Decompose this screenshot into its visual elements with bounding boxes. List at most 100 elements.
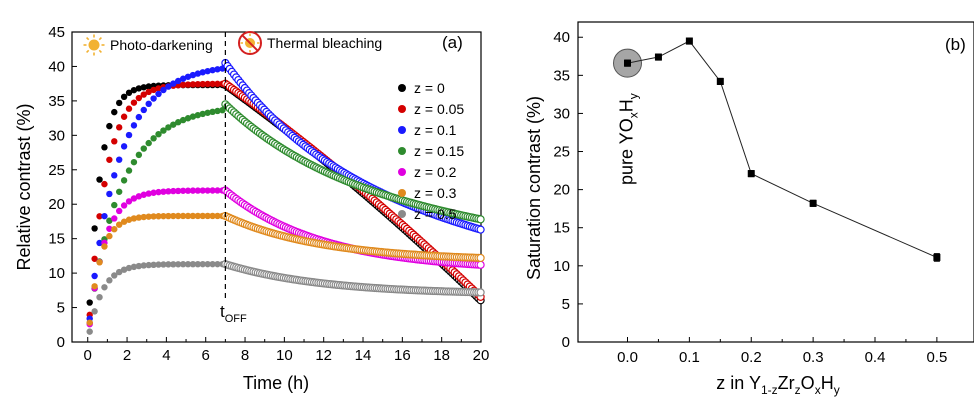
- y-tick-label: 20: [48, 196, 65, 213]
- series-z0.5: [86, 260, 485, 335]
- data-point: [809, 199, 817, 207]
- data-point: [155, 213, 162, 220]
- data-point: [91, 272, 98, 280]
- data-point: [476, 215, 485, 224]
- data-point: [204, 260, 211, 268]
- data-point: [194, 111, 202, 119]
- data-point: [145, 190, 152, 197]
- series-z0.15: [86, 100, 485, 327]
- data-point: [130, 86, 138, 94]
- data-point: [135, 262, 143, 270]
- data-point: [130, 215, 138, 222]
- data-point: [204, 187, 211, 194]
- data-point: [120, 202, 128, 209]
- data-point: [125, 264, 133, 272]
- data-point: [194, 212, 202, 220]
- panel-b-y-axis-title: Saturation contrast (%): [524, 96, 544, 280]
- data-point: [130, 195, 138, 202]
- data-point: [174, 261, 182, 268]
- data-point: [111, 138, 118, 145]
- pure-yoxhy-label: pure YOxHy: [617, 93, 641, 185]
- data-point: [111, 226, 118, 233]
- data-point: [135, 214, 143, 221]
- data-point: [189, 212, 197, 220]
- data-point: [111, 215, 118, 222]
- data-point: [189, 113, 197, 120]
- data-point: [125, 216, 133, 223]
- data-point: [135, 94, 143, 102]
- data-point: [204, 67, 211, 75]
- data-point: [145, 139, 152, 147]
- legend-marker: [398, 210, 406, 218]
- data-point: [135, 85, 143, 92]
- y-tick-label: 30: [48, 127, 65, 144]
- data-point: [155, 90, 162, 98]
- panel-b-x-axis-title: z in Y1-zZrzOxHy: [716, 373, 839, 397]
- legend-label: z = 0.05: [414, 101, 464, 117]
- data-point: [140, 84, 147, 91]
- data-point: [111, 201, 118, 209]
- data-point: [179, 261, 187, 268]
- data-point: [199, 110, 206, 118]
- data-point: [101, 180, 108, 188]
- data-point: [194, 80, 202, 88]
- y-tick-label: 40: [553, 29, 570, 46]
- data-point: [130, 99, 138, 106]
- panel-b-axes: 0.0 0.1 0.2 0.3 0.4 0.5 0 5 10 15 20 25 30 35 40: [553, 29, 947, 366]
- data-point: [165, 212, 172, 220]
- y-tick-label: 10: [553, 258, 570, 275]
- data-point: [189, 260, 197, 268]
- legend-label: z = 0.1: [414, 122, 457, 138]
- data-point: [199, 260, 206, 268]
- data-point: [86, 319, 93, 326]
- data-point: [91, 283, 98, 290]
- data-point: [155, 130, 162, 138]
- data-point: [106, 232, 113, 240]
- legend-label: z = 0.5: [414, 206, 457, 222]
- data-point: [219, 106, 226, 114]
- data-point: [115, 207, 123, 215]
- data-point: [111, 172, 118, 179]
- data-point: [115, 268, 123, 276]
- data-point: [174, 77, 182, 85]
- data-point: [204, 80, 211, 88]
- x-tick-label: 18: [433, 347, 450, 364]
- data-point: [120, 113, 128, 120]
- data-point: [106, 225, 113, 232]
- data-point: [140, 145, 147, 152]
- data-point: [160, 212, 167, 220]
- y-tick-label: 30: [553, 105, 570, 122]
- data-point: [140, 191, 147, 198]
- data-point: [189, 187, 197, 194]
- data-point: [165, 261, 172, 268]
- data-point: [199, 69, 206, 76]
- data-point: [199, 187, 206, 194]
- data-point: [170, 212, 177, 220]
- data-point: [214, 107, 221, 115]
- data-point: [179, 187, 187, 194]
- data-point: [91, 255, 98, 262]
- panel-a-legend: z = 0 z = 0.05 z = 0.1 z = 0.15 z = 0.2 z = 0…: [398, 80, 464, 222]
- data-point: [96, 213, 103, 220]
- data-point: [160, 127, 167, 134]
- data-point: [624, 59, 631, 67]
- data-point: [184, 187, 192, 194]
- data-point: [189, 81, 197, 88]
- data-point: [170, 261, 177, 268]
- data-point: [155, 261, 162, 268]
- data-point: [101, 284, 108, 291]
- data-point: [150, 86, 157, 94]
- data-point: [135, 151, 143, 159]
- panel-b-data-points: [624, 37, 941, 262]
- data-point: [933, 253, 941, 261]
- panel-a-relative-contrast-chart: 0 2 4 6 8 10 12 14 16 18 20 0 5 10 15 20 25 30 35 40 45 tOFF…: [14, 24, 489, 393]
- y-tick-label: 5: [57, 300, 65, 317]
- data-point: [184, 73, 192, 80]
- y-tick-label: 15: [553, 220, 570, 237]
- data-point: [86, 328, 93, 335]
- data-point: [184, 115, 192, 122]
- panel-b-plot-frame: [577, 21, 974, 343]
- data-point: [194, 260, 202, 268]
- trend-line: [627, 40, 938, 258]
